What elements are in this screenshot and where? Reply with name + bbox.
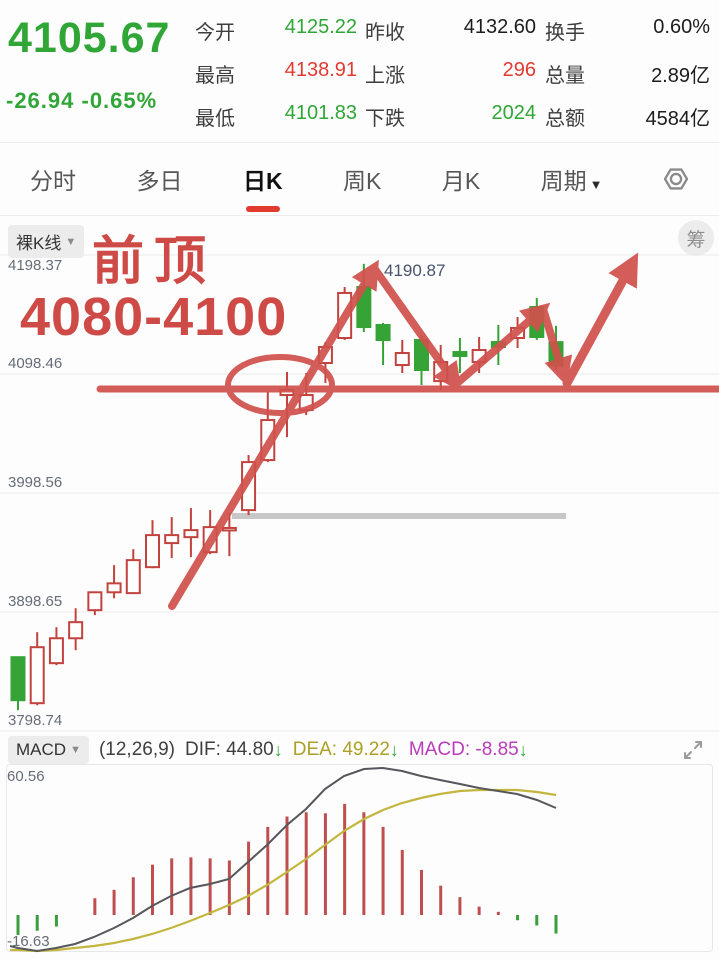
down-arrow-icon: ↓: [273, 739, 283, 760]
down-arrow-icon: ↓: [389, 739, 399, 760]
stat-label: 总额: [545, 108, 585, 130]
stat-label: 下跌: [365, 108, 405, 130]
annotation-text-line1: 前顶: [92, 233, 217, 291]
chevron-down-icon: ▼: [589, 177, 603, 192]
stat-value: 0.60%: [653, 16, 710, 38]
price-axis-label: 3898.65: [8, 592, 63, 610]
tab-period[interactable]: 周期 ▼: [540, 168, 603, 194]
chart-settings-icon[interactable]: [661, 164, 691, 194]
macd-hist-value: MACD: -8.85: [408, 739, 519, 760]
macd-dea-value: DEA: 49.22: [292, 739, 390, 760]
quote-header: 4105.67 -26.94 -0.65% 今开 4125.22 昨收 4132.60…: [0, 0, 719, 142]
macd-dif-value: DIF: 44.80: [185, 739, 274, 760]
header-divider: [0, 142, 719, 143]
current-price: 4105.67: [8, 14, 171, 62]
chip-distribution-button[interactable]: 筹: [678, 220, 714, 256]
price-axis-label: 3798.74: [8, 711, 63, 729]
down-arrow-icon: ↓: [518, 739, 528, 760]
active-tab-underline: [245, 206, 280, 212]
stat-value: 2024: [491, 102, 537, 124]
stat-label: 昨收: [365, 22, 405, 44]
stat-label: 今开: [195, 22, 235, 44]
stat-label: 总量: [545, 65, 585, 87]
indicator-dropdown[interactable]: MACD ▼: [8, 736, 89, 764]
stat-label: 换手: [545, 22, 585, 44]
macd-params: (12,26,9): [98, 739, 175, 760]
stat-label: 上涨: [365, 65, 405, 87]
chevron-down-icon: ▼: [65, 235, 77, 248]
tab-daily-k[interactable]: 日K: [241, 156, 285, 212]
tabbar-divider: [0, 215, 719, 216]
tab-monthly-k[interactable]: 月K: [441, 168, 481, 194]
stat-value: 4584亿: [645, 108, 711, 130]
stat-value: 4101.83: [284, 102, 357, 124]
stat-value: 4138.91: [284, 59, 357, 81]
price-axis-label: 4198.37: [8, 257, 63, 274]
stat-value: 4132.60: [463, 16, 536, 38]
macd-legend-row: MACD ▼ (12,26,9) DIF: 44.80 ↓ DEA: 49.22…: [0, 736, 719, 764]
price-axis-label: 4098.46: [8, 355, 63, 372]
chevron-down-icon: ▼: [70, 744, 81, 756]
chip-distribution-label: 筹: [686, 229, 706, 251]
indicator-label: MACD: [16, 740, 67, 759]
kline-style-dropdown[interactable]: 裸K线 ▼: [8, 225, 85, 258]
tab-multiday[interactable]: 多日: [136, 168, 183, 194]
stat-label: 最高: [195, 65, 235, 87]
macd-axis-max-label: 60.56: [7, 768, 45, 785]
stat-value: 2.89亿: [651, 65, 710, 87]
stat-value: 4125.22: [284, 16, 357, 38]
price-axis-label: 3998.56: [8, 473, 63, 491]
price-change: -26.94 -0.65%: [6, 88, 158, 113]
expand-icon[interactable]: [681, 738, 705, 762]
tab-minute[interactable]: 分时: [30, 168, 76, 194]
period-tabbar: 分时 多日 日K 周K 月K 周期 ▼: [0, 143, 719, 215]
stat-label: 最低: [195, 108, 235, 130]
annotation-text-line2: 4080-4100: [20, 287, 288, 347]
kline-style-label: 裸K线: [16, 234, 62, 253]
peak-price-label: 4190.87: [384, 261, 446, 280]
tab-weekly-k[interactable]: 周K: [343, 168, 382, 194]
macd-axis-min-label: -16.63: [7, 933, 50, 950]
stat-value: 296: [502, 59, 536, 81]
